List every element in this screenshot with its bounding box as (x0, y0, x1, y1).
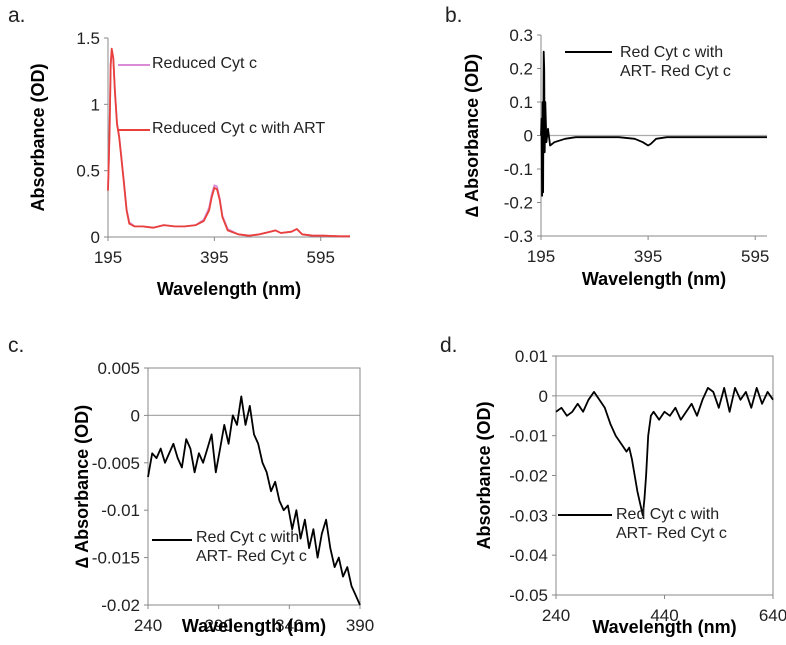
x-tick-label: 595 (741, 247, 769, 266)
y-tick-label: 0 (539, 387, 548, 406)
x-axis-title: Wavelength (nm) (182, 616, 326, 636)
y-tick-label: -0.05 (509, 586, 548, 605)
data-line (107, 50, 350, 238)
y-tick-label: -0.01 (101, 501, 140, 520)
x-axis-title: Wavelength (nm) (157, 279, 301, 299)
plot-frame (147, 367, 361, 606)
y-tick-label: -0.1 (504, 160, 533, 179)
y-axis-title: Absorbance (OD) (28, 63, 48, 211)
y-tick-label: 0.3 (509, 26, 533, 45)
panel-label: d. (440, 334, 458, 357)
x-tick-label: 195 (94, 248, 122, 267)
x-tick-label: 440 (650, 606, 678, 625)
data-line (147, 395, 361, 606)
data-line (555, 387, 774, 517)
x-tick-label: 395 (634, 247, 662, 266)
legend-label: Reduced Cyt c with ART (152, 120, 326, 137)
y-tick-label: 0.005 (97, 359, 140, 378)
y-tick-label: -0.01 (509, 427, 548, 446)
legend-label: Red Cyt c with ART- Red Cyt c (616, 506, 727, 542)
x-tick-label: 595 (307, 248, 335, 267)
x-tick-label: 195 (527, 247, 555, 266)
x-tick-label: 340 (275, 616, 303, 635)
legend-label: Reduced Cyt c (152, 55, 257, 72)
y-tick-label: 1.5 (76, 29, 100, 48)
x-tick-label: 290 (204, 616, 232, 635)
y-axis-title: ∆ Absorbance (OD) (462, 54, 482, 217)
y-tick-label: 0.5 (76, 162, 100, 181)
y-tick-label: -0.015 (92, 549, 140, 568)
panel-label: c. (8, 334, 24, 357)
y-axis-title: ∆ Absorbance (OD) (72, 405, 92, 568)
y-axis-title: Absorbance (OD) (474, 401, 494, 549)
legend-label: Red Cyt c with ART- Red Cyt c (196, 529, 307, 565)
y-tick-label: 0.1 (509, 93, 533, 112)
x-tick-label: 390 (346, 616, 374, 635)
y-tick-label: -0.02 (509, 467, 548, 486)
y-tick-label: -0.02 (101, 596, 140, 615)
legend-label: Red Cyt c with ART- Red Cyt c (620, 44, 731, 80)
y-tick-label: 0 (131, 406, 140, 425)
x-tick-label: 395 (200, 248, 228, 267)
x-tick-label: 240 (134, 616, 162, 635)
y-tick-label: 0.2 (509, 60, 533, 79)
y-tick-label: 1 (91, 95, 100, 114)
data-line (540, 50, 767, 197)
panel-label: b. (445, 4, 463, 27)
y-tick-label: -0.04 (509, 546, 548, 565)
y-tick-label: 0 (524, 127, 533, 146)
y-tick-label: -0.005 (92, 454, 140, 473)
y-tick-label: -0.3 (504, 227, 533, 246)
data-line (107, 47, 350, 238)
y-tick-label: -0.2 (504, 194, 533, 213)
plot-frame (555, 355, 774, 596)
x-axis-title: Wavelength (nm) (592, 617, 736, 637)
x-axis-title: Wavelength (nm) (582, 269, 726, 289)
x-tick-label: 240 (542, 606, 570, 625)
x-tick-label: 640 (759, 606, 786, 625)
y-tick-label: 0.01 (515, 347, 548, 366)
y-tick-label: -0.03 (509, 506, 548, 525)
panel-label: a. (8, 4, 26, 27)
y-tick-label: 0 (91, 228, 100, 247)
